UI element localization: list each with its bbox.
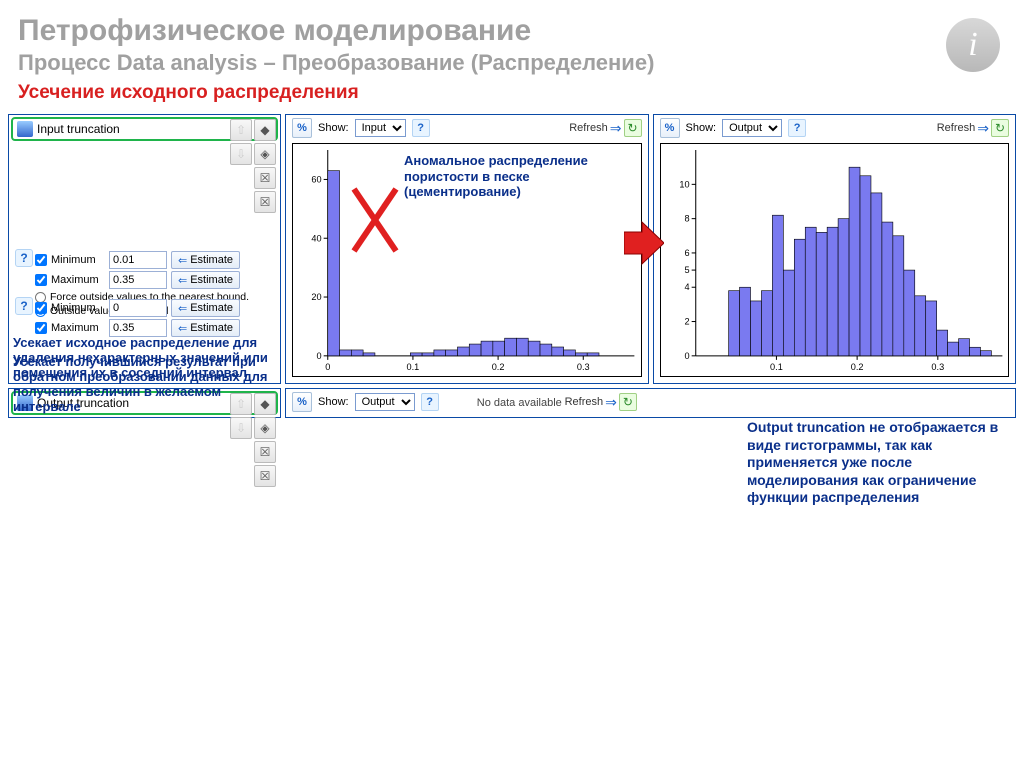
refresh-label: Refresh xyxy=(565,396,604,408)
delete-all-button[interactable]: ☒ xyxy=(254,465,276,487)
output-truncation-explanation: Output truncation не отображается в виде… xyxy=(747,419,1007,507)
show-label: Show: xyxy=(686,122,717,134)
distribution-icon xyxy=(17,121,33,137)
estimate-max-button[interactable]: ⇐Estimate xyxy=(171,319,240,337)
svg-text:0: 0 xyxy=(684,351,689,361)
svg-text:4: 4 xyxy=(684,282,689,292)
red-x-icon xyxy=(350,185,400,255)
show-label: Show: xyxy=(318,396,349,408)
info-icon: i xyxy=(968,26,977,64)
chart-toolbar: % Show: Output ? Refresh ⇒ ↻ xyxy=(286,389,1015,415)
refresh-button[interactable]: Refresh ⇒ ↻ xyxy=(937,119,1009,137)
svg-text:5: 5 xyxy=(684,265,689,275)
percent-button[interactable]: % xyxy=(292,392,312,412)
minimum-checkbox[interactable] xyxy=(35,302,47,314)
svg-text:0.1: 0.1 xyxy=(407,362,420,372)
svg-text:2: 2 xyxy=(684,317,689,327)
svg-text:0.3: 0.3 xyxy=(931,362,944,372)
subheading: Усечение исходного распределения xyxy=(0,82,1024,114)
delete-button[interactable]: ☒ xyxy=(254,167,276,189)
toggle-button[interactable]: ◆ xyxy=(254,119,276,141)
svg-text:6: 6 xyxy=(684,248,689,258)
chart-toolbar: % Show: Input ? Refresh ⇒ ↻ xyxy=(286,115,648,141)
input-chart-panel: % Show: Input ? Refresh ⇒ ↻ 0 20 40 60 0 0.1 0… xyxy=(285,114,649,384)
svg-text:0.2: 0.2 xyxy=(850,362,863,372)
refresh-go-icon: ↻ xyxy=(624,119,642,137)
output-truncation-note: Усекает получившийся результат при обрат… xyxy=(13,355,276,415)
delete-all-button[interactable]: ☒ xyxy=(254,191,276,213)
anomaly-annotation: Аномальное распределение пористости в пе… xyxy=(404,153,638,200)
help-icon[interactable]: ? xyxy=(421,393,439,411)
output-truncation-panel: Output truncation ⇧ ◆ ⇩ ◈ ☒ ☒ ? Minimum … xyxy=(8,388,281,418)
show-select[interactable]: Input xyxy=(355,119,406,137)
svg-text:0.3: 0.3 xyxy=(577,362,590,372)
help-icon[interactable]: ? xyxy=(412,119,430,137)
help-icon[interactable]: ? xyxy=(15,297,33,315)
refresh-label: Refresh xyxy=(937,122,976,134)
refresh-arrow-icon: ⇒ xyxy=(610,120,622,137)
refresh-go-icon: ↻ xyxy=(991,119,1009,137)
help-icon[interactable]: ? xyxy=(788,119,806,137)
refresh-button[interactable]: Refresh ⇒ ↻ xyxy=(565,393,637,411)
show-select[interactable]: Output xyxy=(722,119,782,137)
move-up-button[interactable]: ⇧ xyxy=(230,119,252,141)
minimum-label: Minimum xyxy=(51,254,105,266)
refresh-arrow-icon: ⇒ xyxy=(977,120,989,137)
truncation-settings: ? Minimum ⇐Estimate Maximum ⇐Estimate xyxy=(13,297,276,339)
percent-button[interactable]: % xyxy=(292,118,312,138)
output-histogram: 0 2 4 5 6 8 10 0.1 0.2 0.3 xyxy=(660,143,1010,377)
transform-arrow-icon xyxy=(624,220,664,266)
refresh-arrow-icon: ⇒ xyxy=(605,394,617,411)
estimate-label: Estimate xyxy=(190,274,233,286)
maximum-input[interactable] xyxy=(109,319,167,337)
minimum-label: Minimum xyxy=(51,302,105,314)
info-badge: i xyxy=(946,18,1000,72)
reorder-toolbar: ⇧ ◆ ⇩ ◈ ☒ ☒ xyxy=(230,119,276,213)
page-title: Петрофизическое моделирование xyxy=(0,0,1024,50)
refresh-go-icon: ↻ xyxy=(619,393,637,411)
svg-text:60: 60 xyxy=(311,175,321,185)
minimum-checkbox[interactable] xyxy=(35,254,47,266)
output-chart-panel: % Show: Output ? Refresh ⇒ ↻ 0 2 4 5 6 8 10 0.1… xyxy=(653,114,1017,384)
minimum-input[interactable] xyxy=(109,251,167,269)
svg-text:0: 0 xyxy=(325,362,330,372)
minimum-input[interactable] xyxy=(109,299,167,317)
maximum-label: Maximum xyxy=(51,274,105,286)
help-icon[interactable]: ? xyxy=(15,249,33,267)
estimate-label: Estimate xyxy=(190,254,233,266)
input-truncation-panel: Input truncation ⇧ ◆ ⇩ ◈ ☒ ☒ ? Minimum ⇐… xyxy=(8,114,281,384)
maximum-label: Maximum xyxy=(51,322,105,334)
percent-button[interactable]: % xyxy=(660,118,680,138)
refresh-label: Refresh xyxy=(569,122,608,134)
svg-text:10: 10 xyxy=(679,179,689,189)
note-lead: Output truncation xyxy=(747,419,865,435)
maximum-input[interactable] xyxy=(109,271,167,289)
action-button[interactable]: ◈ xyxy=(254,143,276,165)
no-data-label: No data available xyxy=(477,397,562,409)
estimate-min-button[interactable]: ⇐Estimate xyxy=(171,299,240,317)
action-button[interactable]: ◈ xyxy=(254,417,276,439)
svg-text:0.1: 0.1 xyxy=(770,362,783,372)
show-select[interactable]: Output xyxy=(355,393,415,411)
chart-toolbar: % Show: Output ? Refresh ⇒ ↻ xyxy=(654,115,1016,141)
delete-button[interactable]: ☒ xyxy=(254,441,276,463)
svg-text:0: 0 xyxy=(317,351,322,361)
svg-text:8: 8 xyxy=(684,214,689,224)
refresh-button[interactable]: Refresh ⇒ ↻ xyxy=(569,119,641,137)
svg-text:20: 20 xyxy=(311,292,321,302)
maximum-checkbox[interactable] xyxy=(35,322,47,334)
estimate-max-button[interactable]: ⇐Estimate xyxy=(171,271,240,289)
move-down-button[interactable]: ⇩ xyxy=(230,143,252,165)
maximum-checkbox[interactable] xyxy=(35,274,47,286)
page-subtitle: Процесс Data analysis – Преобразование (… xyxy=(0,50,1024,82)
output-nodata-panel: % Show: Output ? Refresh ⇒ ↻ No data ava… xyxy=(285,388,1016,418)
show-label: Show: xyxy=(318,122,349,134)
move-down-button[interactable]: ⇩ xyxy=(230,417,252,439)
estimate-min-button[interactable]: ⇐Estimate xyxy=(171,251,240,269)
estimate-label: Estimate xyxy=(190,322,233,334)
svg-text:40: 40 xyxy=(311,233,321,243)
input-truncation-label: Input truncation xyxy=(37,122,120,136)
svg-text:0.2: 0.2 xyxy=(492,362,505,372)
estimate-label: Estimate xyxy=(190,302,233,314)
